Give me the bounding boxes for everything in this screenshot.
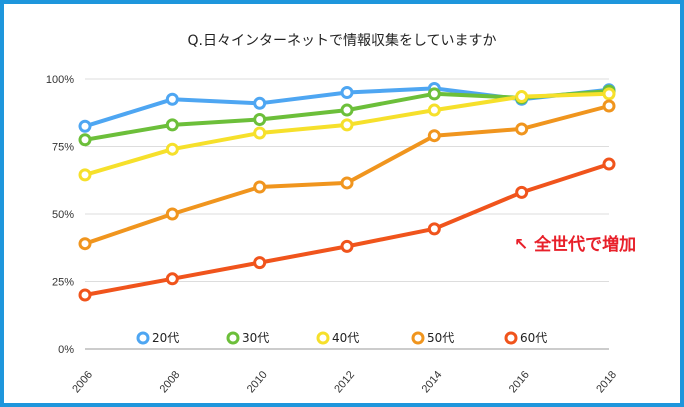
data-point (78, 133, 92, 147)
legend-marker (226, 331, 240, 345)
annotation-text: ↖ 全世代で増加 (514, 234, 636, 255)
data-point (78, 119, 92, 133)
data-point (165, 207, 179, 221)
data-point (340, 176, 354, 190)
x-tick-label: 2012 (332, 369, 357, 395)
y-tick-label: 75% (52, 142, 74, 154)
data-point (253, 113, 267, 126)
legend-marker (504, 331, 518, 345)
y-tick-label: 50% (52, 209, 74, 221)
y-tick-label: 100% (46, 74, 74, 86)
data-point (427, 87, 441, 101)
data-point (340, 118, 354, 132)
x-tick-label: 2006 (70, 369, 95, 395)
x-tick-label: 2010 (245, 369, 270, 395)
y-axis-ticks: 0% 25% 50% 75% 100% (46, 74, 74, 356)
data-point (515, 185, 529, 199)
data-point (602, 99, 616, 113)
y-tick-label: 25% (52, 277, 74, 289)
legend-marker (316, 331, 330, 345)
data-point (253, 256, 267, 270)
data-point (165, 142, 179, 156)
data-point (165, 92, 179, 106)
data-point (340, 239, 354, 253)
data-point (602, 87, 616, 101)
series-points (78, 81, 616, 302)
legend: 20代 30代 40代 50代 60代 (136, 331, 547, 345)
x-tick-label: 2014 (420, 369, 445, 395)
data-point (427, 103, 441, 117)
x-tick-label: 2008 (158, 369, 183, 395)
data-point (515, 122, 529, 136)
data-point (253, 180, 267, 194)
data-point (427, 222, 441, 236)
data-point (340, 103, 354, 117)
legend-label: 50代 (427, 331, 454, 345)
legend-marker (411, 331, 425, 345)
y-tick-label: 0% (58, 344, 74, 356)
data-point (78, 168, 92, 182)
legend-label: 60代 (520, 331, 547, 345)
x-tick-label: 2016 (507, 369, 532, 395)
data-point (78, 288, 92, 302)
legend-label: 40代 (332, 331, 359, 345)
x-tick-label: 2018 (594, 369, 619, 395)
chart-title: Q.日々インターネットで情報収集をしていますか (187, 32, 496, 49)
legend-marker (136, 331, 150, 345)
data-point (515, 90, 529, 104)
data-point (427, 129, 441, 143)
data-point (602, 157, 616, 171)
data-point (340, 86, 354, 99)
data-point (78, 237, 92, 251)
legend-label: 30代 (242, 331, 269, 345)
data-point (165, 118, 179, 132)
x-axis-ticks: 2006 2008 2010 2012 2014 2016 2018 (70, 369, 619, 395)
data-point (253, 96, 267, 110)
legend-label: 20代 (152, 331, 179, 345)
data-point (165, 272, 179, 286)
data-point (253, 126, 267, 140)
